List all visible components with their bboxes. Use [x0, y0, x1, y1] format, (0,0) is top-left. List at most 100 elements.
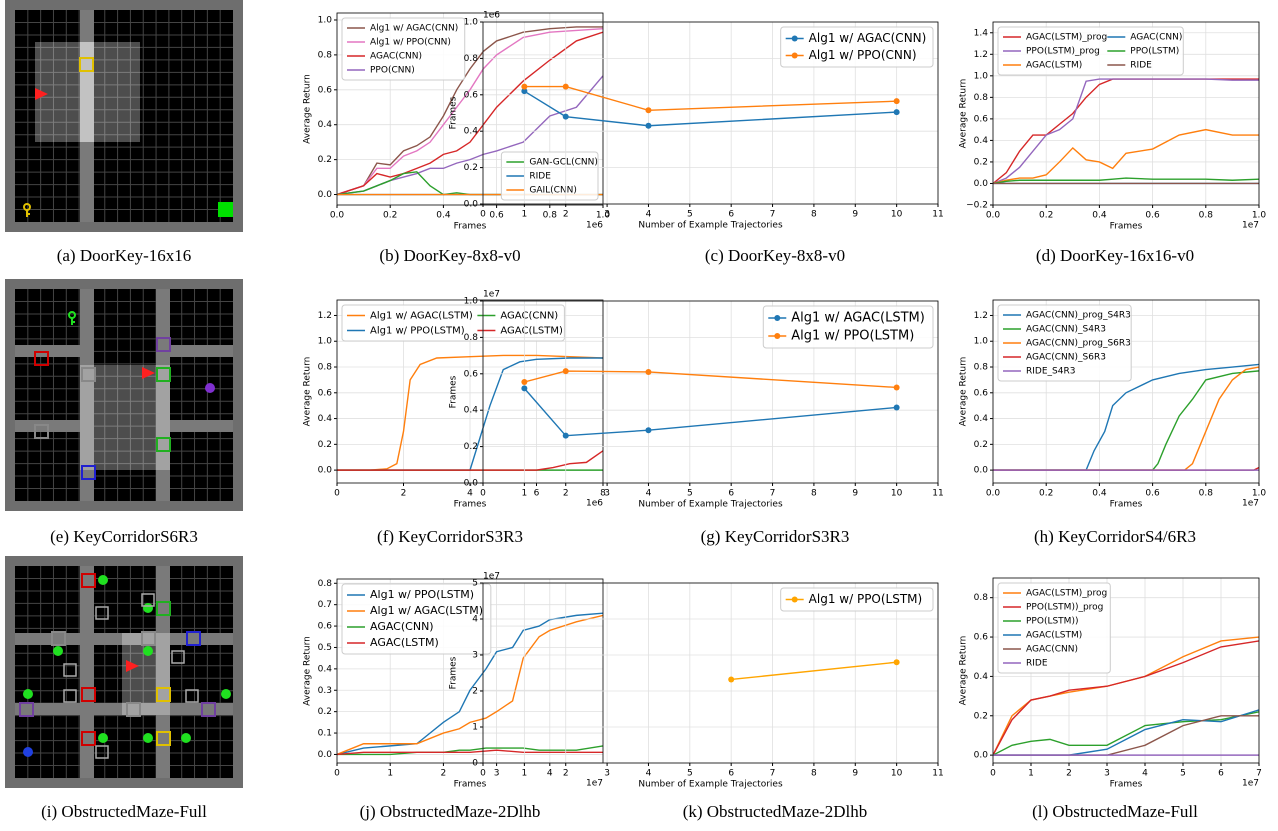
env-door — [79, 57, 94, 72]
legend: AGAC(CNN)_prog_S4R3 AGAC(CNN)_S4R3 AGAC(CN… — [997, 304, 1132, 382]
x-tick-label: 1 — [387, 769, 393, 779]
point — [893, 659, 900, 666]
x-tick-label: 0.0 — [330, 211, 345, 221]
y-tick-label: 1.2 — [318, 311, 332, 321]
env-door — [126, 702, 141, 717]
y-tick-label: 0.8 — [318, 50, 333, 60]
series-line — [524, 370, 897, 389]
point — [645, 122, 652, 129]
chart: 0.0 0.2 0.4 0.6 0.8 1.0 1.2 0.0 0.2 0.4 0.6 0.8 1.0 F… — [959, 299, 1267, 510]
y-tick-label: 0.2 — [318, 155, 332, 165]
legend-label: AGAC(LSTM)_prog — [1026, 33, 1107, 43]
y-tick-label: 0.6 — [464, 90, 479, 100]
env-door — [156, 337, 171, 352]
x-tick-label: 7 — [770, 489, 776, 499]
x-tick-label: 0.4 — [1092, 489, 1107, 499]
x-tick-label: 4 — [1142, 769, 1148, 779]
env-wall — [15, 703, 80, 715]
env-wall — [15, 633, 80, 645]
legend-label: PPO(LSTM)_prog — [1026, 47, 1100, 57]
legend-label: GAN-GCL(CNN) — [529, 158, 597, 168]
axes-frame — [482, 21, 939, 205]
series-line — [524, 85, 897, 111]
x-tick-label: 0.8 — [1199, 211, 1214, 221]
x-tick-label: 2 — [401, 489, 407, 499]
chart: 0.0 0.2 0.4 0.6 0.8 0 1 2 3 4 5 6 7 Frames Average Ret… — [959, 577, 1262, 790]
y-tick-label: 2 — [472, 687, 478, 697]
env-key — [23, 203, 32, 217]
y-axis-label: Average Return — [959, 79, 969, 149]
y-tick-label: 0.8 — [464, 54, 479, 64]
env-ball — [98, 733, 108, 743]
legend: Alg1 w/ PPO(LSTM) Alg1 w/ AGAC(LSTM) AGAC(… — [341, 583, 492, 655]
env-agent — [35, 88, 48, 100]
y-tick-label: 0.5 — [318, 643, 332, 653]
legend-label: AGAC(CNN) — [1026, 645, 1078, 655]
point — [521, 83, 528, 90]
y-tick-label: 1.2 — [974, 50, 988, 60]
x-tick-label: 1.0 — [1252, 489, 1267, 499]
x-tick-label: 4 — [646, 489, 652, 499]
x-tick-label: 2 — [563, 210, 569, 220]
env-door — [51, 631, 66, 646]
legend-label: PPO(LSTM) — [1130, 47, 1179, 57]
y-tick-label: 0.6 — [974, 633, 989, 643]
x-tick-label: 1 — [521, 489, 527, 499]
y-axis-label: Average Return — [959, 636, 969, 706]
y-tick-label: 0.3 — [318, 686, 332, 696]
legend-label: Alg1 w/ PPO(LSTM) — [370, 326, 465, 337]
point — [562, 113, 569, 120]
legend-label: AGAC(LSTM) — [370, 636, 439, 649]
env-door — [34, 424, 49, 439]
env-wall — [80, 566, 94, 778]
y-axis-label: Frames — [449, 656, 459, 689]
y-tick-label: 0.4 — [318, 664, 333, 674]
x-tick-label: 4 — [646, 210, 652, 220]
x-tick-label: 6 — [728, 210, 734, 220]
x-tick-label: 5 — [1180, 769, 1186, 779]
y-offset: 1e7 — [483, 290, 500, 300]
y-tick-label: 0.8 — [974, 93, 989, 103]
series-line — [337, 357, 603, 471]
env-ball — [53, 646, 63, 656]
legend-label: Alg1 w/ AGAC(LSTM) — [370, 311, 473, 322]
x-tick-label: 5 — [687, 489, 693, 499]
env-door — [156, 687, 171, 702]
legend-label: RIDE — [1026, 659, 1048, 669]
y-tick-label: 0.0 — [974, 751, 989, 761]
env-ball — [181, 733, 191, 743]
legend-label: AGAC(CNN)_prog_S6R3 — [1026, 339, 1131, 349]
env-door — [81, 731, 96, 746]
y-tick-label: 1.0 — [318, 15, 333, 25]
point — [645, 427, 652, 434]
y-tick-label: 0.4 — [974, 672, 989, 682]
series-line — [337, 749, 603, 756]
x-tick-label: 0 — [334, 489, 340, 499]
env-door — [81, 687, 96, 702]
y-axis-label: Average Return — [303, 357, 313, 427]
x-tick-label: 1 — [1028, 769, 1034, 779]
axes-frame — [336, 578, 604, 764]
y-tick-label: 0.6 — [318, 622, 333, 632]
env-floor — [15, 289, 233, 501]
point — [893, 404, 900, 411]
x-tick-label: 0.2 — [383, 211, 397, 221]
caption: (e) KeyCorridorS6R3 — [50, 527, 198, 546]
y-tick-label: 1.4 — [974, 28, 989, 38]
env-box — [63, 663, 77, 677]
series-line — [993, 711, 1259, 756]
series-line — [993, 363, 1259, 471]
legend: Alg1 w/ PPO(LSTM) — [780, 587, 934, 612]
env-door — [34, 351, 49, 366]
x-tick-label: 10 — [891, 489, 903, 499]
series-line — [993, 78, 1259, 185]
axes-frame — [336, 299, 604, 484]
x-offset: 1e7 — [1242, 499, 1259, 509]
env-wall — [156, 566, 170, 778]
y-tick-label: 0.1 — [318, 729, 332, 739]
legend: GAN-GCL(CNN) RIDE GAIL(CNN) — [500, 151, 599, 201]
caption: (f) KeyCorridorS3R3 — [377, 527, 523, 546]
env-box — [63, 689, 77, 703]
plot-area — [521, 83, 900, 129]
y-tick-label: 0.6 — [464, 369, 479, 379]
